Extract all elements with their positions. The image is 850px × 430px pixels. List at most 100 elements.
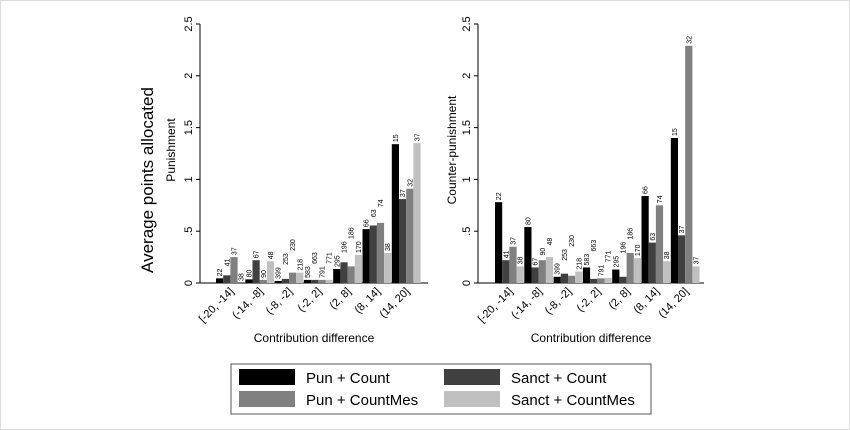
bar bbox=[296, 272, 304, 283]
bar-count-label: 583 bbox=[305, 266, 312, 278]
bar-count-label: 90 bbox=[261, 270, 268, 278]
bar bbox=[347, 266, 355, 283]
bar bbox=[560, 273, 568, 283]
y-tick-label: 2.5 bbox=[183, 16, 195, 31]
bar-count-label: 37 bbox=[232, 247, 239, 255]
bar bbox=[655, 205, 664, 283]
bar-count-label: 771 bbox=[327, 252, 334, 264]
y-tick-label: 1.5 bbox=[183, 120, 195, 135]
bar-count-label: 218 bbox=[297, 259, 304, 271]
legend-label: Sanct + Count bbox=[511, 370, 607, 387]
bar-count-label: 38 bbox=[518, 257, 525, 265]
bar-count-label: 186 bbox=[628, 228, 635, 240]
bar-count-label: 37 bbox=[511, 237, 518, 245]
bar bbox=[369, 225, 377, 283]
bar-count-label: 63 bbox=[371, 209, 378, 217]
bar-count-label: 399 bbox=[555, 263, 562, 275]
bar-count-label: 38 bbox=[385, 243, 392, 251]
bar-count-label: 48 bbox=[547, 238, 554, 246]
legend-swatch bbox=[239, 369, 295, 385]
bar-count-label: 295 bbox=[613, 256, 620, 268]
bar bbox=[216, 278, 224, 283]
bar-count-label: 67 bbox=[533, 258, 540, 266]
bar-count-label: 38 bbox=[239, 273, 246, 281]
bar-count-label: 399 bbox=[276, 267, 283, 279]
bar bbox=[502, 260, 510, 283]
legend-label: Sanct + CountMes bbox=[511, 392, 635, 409]
x-axis-label: Contribution difference bbox=[254, 331, 375, 345]
bar bbox=[538, 260, 546, 283]
bar bbox=[597, 278, 605, 283]
bar-count-label: 66 bbox=[643, 186, 650, 194]
bar bbox=[230, 257, 238, 283]
y-tick-label: 0 bbox=[183, 280, 195, 286]
bar bbox=[590, 278, 598, 283]
bar bbox=[553, 276, 561, 283]
bar bbox=[318, 279, 326, 283]
bar-count-label: 67 bbox=[254, 250, 261, 258]
legend-swatch bbox=[444, 391, 500, 407]
bar bbox=[619, 276, 627, 283]
bar-count-label: 32 bbox=[686, 36, 693, 44]
bar bbox=[663, 261, 671, 283]
bar bbox=[333, 269, 341, 283]
bar bbox=[413, 143, 421, 283]
bar bbox=[245, 279, 253, 283]
legend-label: Pun + Count bbox=[306, 370, 391, 387]
bar bbox=[545, 257, 554, 283]
bar-count-label: 74 bbox=[378, 199, 385, 207]
bar-count-label: 663 bbox=[312, 252, 319, 264]
bar bbox=[259, 279, 267, 283]
bar bbox=[406, 188, 414, 283]
bar-count-label: 48 bbox=[268, 251, 275, 259]
bar-count-label: 80 bbox=[246, 269, 253, 277]
bar bbox=[399, 199, 407, 283]
bar-count-label: 791 bbox=[319, 266, 326, 278]
bar bbox=[289, 272, 297, 283]
bar-count-label: 37 bbox=[679, 225, 686, 233]
bar bbox=[612, 269, 620, 283]
bar-count-label: 74 bbox=[657, 195, 664, 203]
bar bbox=[376, 222, 385, 283]
bar-count-label: 583 bbox=[584, 254, 591, 266]
bar-count-label: 791 bbox=[598, 265, 605, 277]
y-tick-label: .5 bbox=[183, 227, 195, 236]
bar-count-label: 80 bbox=[525, 217, 532, 225]
bar bbox=[252, 260, 260, 283]
bar-count-label: 66 bbox=[364, 219, 371, 227]
bar bbox=[568, 275, 576, 283]
bar-count-label: 22 bbox=[217, 268, 224, 276]
bar-count-label: 663 bbox=[591, 240, 598, 252]
bar-count-label: 38 bbox=[664, 251, 671, 259]
bar bbox=[524, 227, 532, 283]
bar-count-label: 41 bbox=[224, 258, 231, 266]
bar bbox=[575, 271, 583, 283]
y-tick-label: 1 bbox=[461, 176, 473, 182]
bar bbox=[391, 144, 399, 283]
bar bbox=[266, 261, 275, 283]
bar bbox=[509, 246, 517, 283]
bar-count-label: 15 bbox=[393, 134, 400, 142]
bar bbox=[384, 252, 392, 283]
bar-count-label: 170 bbox=[635, 244, 642, 256]
bar bbox=[531, 267, 539, 283]
y-tick-label: .5 bbox=[461, 227, 473, 236]
bar bbox=[692, 266, 700, 283]
bar bbox=[362, 229, 370, 283]
bar bbox=[223, 275, 231, 283]
bar bbox=[495, 202, 503, 283]
legend-label: Pun + CountMes bbox=[306, 392, 418, 409]
bar bbox=[311, 279, 319, 283]
bar-count-label: 253 bbox=[562, 249, 569, 261]
bar bbox=[281, 278, 289, 283]
y-tick-label: 1 bbox=[183, 176, 195, 182]
bar-count-label: 186 bbox=[349, 227, 356, 239]
bar-count-label: 230 bbox=[569, 235, 576, 247]
bar-count-label: 295 bbox=[334, 255, 341, 267]
legend-swatch bbox=[239, 391, 295, 407]
bar-count-label: 37 bbox=[694, 257, 701, 265]
bar-count-label: 32 bbox=[407, 179, 414, 187]
bar bbox=[303, 279, 312, 283]
bar-count-label: 170 bbox=[356, 241, 363, 253]
bar-count-label: 22 bbox=[496, 192, 503, 200]
